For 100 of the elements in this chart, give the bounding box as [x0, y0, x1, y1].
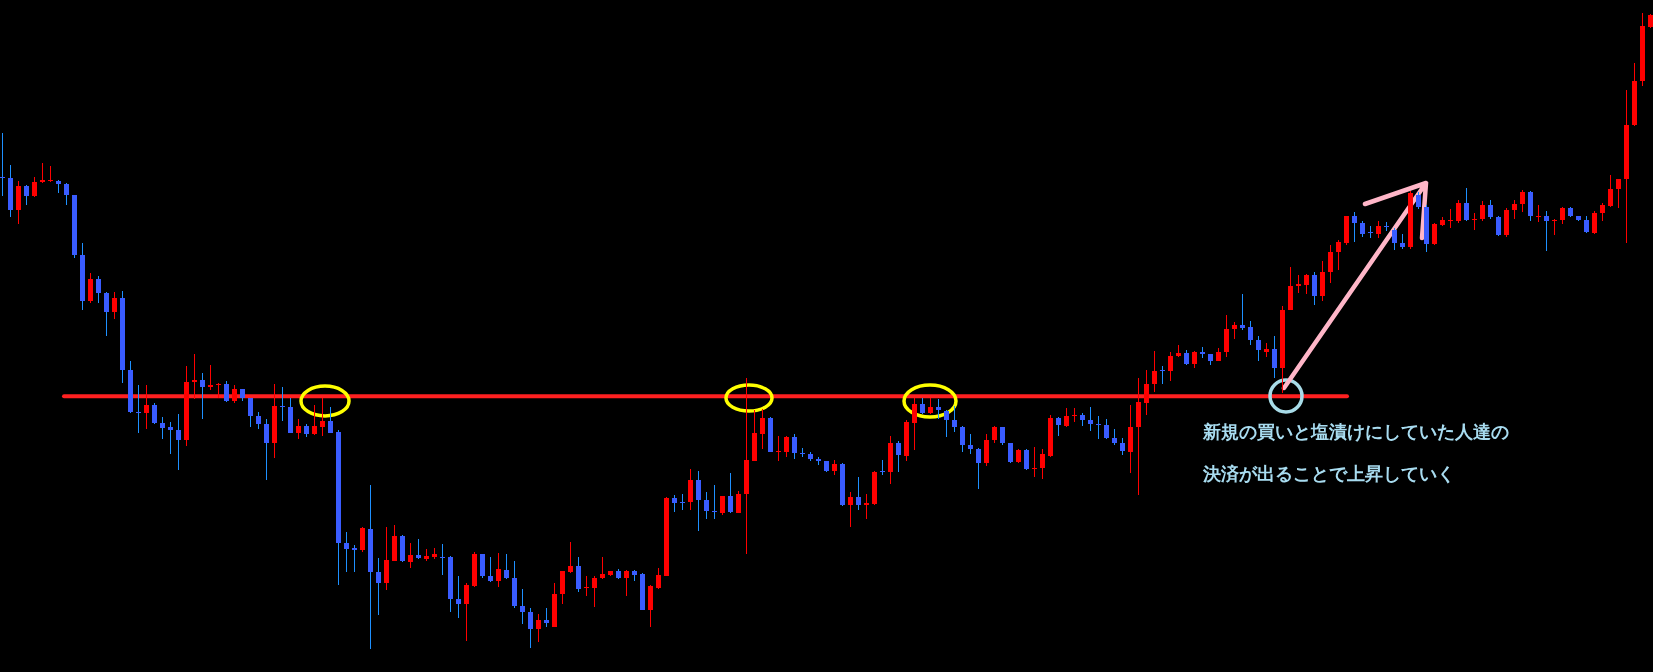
candlestick [656, 567, 661, 590]
candlestick [1224, 314, 1229, 358]
candlestick [280, 386, 285, 422]
candlestick [1536, 204, 1541, 223]
candlestick [1040, 448, 1045, 480]
candlestick [936, 398, 941, 420]
candlestick [248, 397, 253, 428]
candlestick [568, 541, 573, 574]
candlestick [528, 607, 533, 649]
candlestick [0, 132, 5, 197]
candlestick [576, 556, 581, 593]
candlestick [192, 353, 197, 400]
candlestick [1336, 239, 1341, 271]
candlestick [496, 552, 501, 588]
candlestick [440, 543, 445, 576]
candlestick [1144, 369, 1149, 416]
candlestick [464, 582, 469, 642]
candlestick [1024, 448, 1029, 471]
candlestick [296, 418, 301, 440]
candlestick [224, 380, 229, 403]
candlestick [1432, 222, 1437, 246]
candlestick [416, 538, 421, 560]
candlestick [344, 531, 349, 573]
candlestick [648, 584, 653, 628]
candlestick [984, 434, 989, 467]
candlestick [1488, 199, 1493, 220]
candlestick [1480, 200, 1485, 222]
candlestick [600, 556, 605, 580]
candlestick [32, 176, 37, 198]
candlestick [1056, 416, 1061, 437]
candlestick [912, 397, 917, 451]
candlestick [1088, 406, 1093, 432]
candlestick [592, 575, 597, 608]
candlestick [1520, 189, 1525, 213]
candlestick [1256, 335, 1261, 362]
candlestick [784, 435, 789, 458]
candlestick [1288, 266, 1293, 311]
candlestick [1240, 293, 1245, 331]
candlestick [160, 416, 165, 440]
candlestick [1248, 320, 1253, 346]
candlestick [520, 588, 525, 625]
candlestick [952, 405, 957, 433]
candlestick [360, 526, 365, 553]
candlestick [864, 493, 869, 520]
candlestick [376, 557, 381, 616]
candlestick [1616, 178, 1621, 209]
candlestick [200, 372, 205, 420]
candlestick [1296, 274, 1301, 294]
candlestick [776, 435, 781, 462]
candlestick [848, 491, 853, 528]
candlestick [1472, 212, 1477, 231]
candlestick [624, 569, 629, 597]
candlestick [1312, 271, 1317, 306]
candlestick [1448, 208, 1453, 229]
candlestick [264, 418, 269, 481]
candlestick [104, 291, 109, 337]
candlestick [1328, 244, 1333, 284]
candlestick [488, 556, 493, 583]
candlestick [144, 384, 149, 430]
candlestick [968, 433, 973, 455]
candlestick [384, 526, 389, 591]
candlestick [560, 570, 565, 605]
candlestick [216, 382, 221, 399]
candlestick [896, 440, 901, 473]
candlestick [704, 491, 709, 520]
candlestick [112, 291, 117, 320]
candlestick [64, 182, 69, 206]
candlestick [152, 402, 157, 425]
candlestick [1272, 335, 1277, 379]
candlestick [792, 434, 797, 460]
candlestick [88, 272, 93, 304]
candlestick [880, 459, 885, 476]
candlestick [504, 553, 509, 580]
candlestick [1552, 218, 1557, 236]
candlestick [1104, 418, 1109, 440]
candlestick [1496, 215, 1501, 237]
annotation: 新規の買いと塩漬けにしていた人達の [1202, 421, 1509, 442]
candlestick [1512, 199, 1517, 220]
candlestick [960, 425, 965, 453]
candlestick [352, 544, 357, 573]
candlestick [320, 397, 325, 437]
candlestick [728, 472, 733, 514]
candlestick [328, 406, 333, 434]
candlestick [176, 413, 181, 471]
candlestick [976, 447, 981, 490]
candlestick [1392, 227, 1397, 251]
candlestick [1064, 407, 1069, 428]
candlestick [24, 184, 29, 206]
candlestick [688, 468, 693, 511]
candlestick [1168, 351, 1173, 382]
candlestick [944, 409, 949, 438]
candlestick [1608, 174, 1613, 208]
candlestick [136, 384, 141, 434]
candlestick [1304, 273, 1309, 295]
candlestick [168, 421, 173, 455]
candlestick [856, 476, 861, 511]
candlestick [456, 575, 461, 619]
candlestick [1096, 415, 1101, 440]
candlestick [1464, 187, 1469, 222]
candlestick [1456, 199, 1461, 224]
